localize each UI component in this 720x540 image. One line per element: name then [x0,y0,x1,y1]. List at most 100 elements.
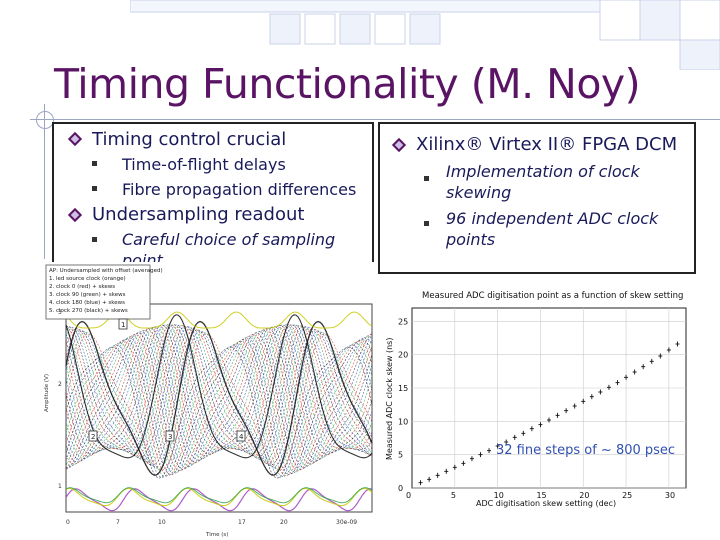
data-point [478,452,483,458]
data-point [555,412,560,418]
data-point [606,384,611,390]
square-bullet-icon [92,161,97,166]
x-tick: 7 [116,519,120,526]
chart-ticks: 5 10 15 20 25 30 0 5 10 15 20 25 0 [398,317,675,500]
x-tick-label: 10 [494,491,504,500]
scope-trace [65,332,373,470]
decorative-vertical-rule [44,104,45,259]
data-point [529,426,534,432]
y-tick: 1 [58,483,62,490]
y-tick: 2 [58,381,62,388]
scope-trace [65,320,373,476]
data-point [615,380,620,386]
scope-axes-labels: 3 2 1 Amplitude (V) 0 7 10 17 20 30e-09 … [44,309,357,538]
x-tick: 20 [280,519,288,526]
adc-skew-chart: Measured ADC digitisation point as a fun… [380,282,720,540]
sub-bullet-tof: Time-of-flight delays [122,155,286,174]
x-tick: 17 [238,519,246,526]
data-point [675,341,680,347]
x-tick: 10 [158,519,166,526]
oscilloscope-plot: AP: Undersampled with offset (averaged) … [40,262,376,540]
y-axis-label: Amplitude (V) [44,374,50,412]
decorative-grid [130,0,720,70]
data-point [649,358,654,364]
x-tick-label: 30 [665,491,675,500]
sub-bullet-fibre: Fibre propagation differences [122,180,357,199]
scope-trace [65,487,373,507]
chart-background [380,282,720,540]
x-tick: 30e-09 [336,519,357,526]
data-point [452,464,457,470]
bullet-timing-control: Timing control crucial [92,129,287,150]
data-point [547,417,551,423]
data-point [538,422,543,428]
sub-bullet-clock-skewing: Implementation of clock skewing [446,162,640,202]
scope-trace [65,324,373,451]
square-bullet-icon [424,221,429,226]
marker-label: 3 [168,433,172,441]
scope-trace [65,335,373,473]
data-point [512,434,517,440]
data-point [435,472,440,478]
scope-legend: AP: Undersampled with offset (averaged) … [45,264,163,320]
scope-trace [65,324,373,455]
x-tick-label: 25 [622,491,632,500]
marker-label: 1 [121,321,125,329]
data-point [487,448,492,454]
data-point [624,374,629,380]
x-axis-label: Time (s) [205,532,228,538]
scope-trace [65,324,373,454]
data-point [427,476,432,482]
scope-trace [65,487,373,504]
y-tick-label: 10 [398,417,408,426]
x-tick-label: 15 [536,491,546,500]
scope-trace [65,324,373,449]
scope-trace [65,344,373,478]
square-bullet-icon [92,237,97,242]
scope-trace [65,324,373,453]
right-bullet-box: Xilinx® Virtex II® FPGA DCM Implementati… [378,122,696,274]
scope-trace [65,327,373,463]
scope-trace [65,337,373,474]
legend-line: 3. clock 90 (green) + skews [49,292,126,298]
data-point [521,430,526,436]
diamond-bullet-icon [67,131,83,147]
right-heading: Xilinx® Virtex II® FPGA DCM [416,134,678,155]
data-point [564,408,569,414]
chart-annotation: 32 fine steps of ~ 800 psec [496,443,675,458]
scope-trace [65,329,373,467]
diamond-bullet-icon [67,207,83,223]
x-origin-label: 0 [406,491,411,500]
data-point [658,353,663,359]
x-tick-label: 5 [451,491,456,500]
y-tick-label: 25 [398,317,408,326]
scope-trace [65,334,373,472]
y-tick-label: 20 [398,351,408,360]
scope-trace [65,329,373,466]
square-bullet-icon [92,186,97,191]
chart-gridlines [411,307,687,489]
data-point [461,460,466,466]
chart-xlabel: ADC digitisation skew setting (dec) [476,499,616,508]
scope-trace [65,333,373,471]
y-tick-label: 5 [398,451,403,460]
marker-boxes: 1 2 3 4 [88,318,246,442]
scope-trace [65,328,373,464]
y-tick: 3 [58,309,62,316]
scope-trace [65,339,373,475]
data-point [581,398,586,404]
scope-trace [65,325,373,458]
diamond-bullet-icon [391,137,407,153]
y-tick-label: 0 [398,484,403,493]
sub-bullet-adc-points: 96 independent ADC clock points [446,209,659,249]
scope-trace [65,327,373,462]
scope-trace [65,332,373,469]
x-tick-label: 20 [579,491,589,500]
scope-trace [65,314,373,459]
data-point [666,347,671,353]
data-point [598,389,603,395]
square-bullet-icon [424,176,429,181]
data-point [418,480,423,486]
slide-title: Timing Functionality (M. Noy) [54,60,641,108]
legend-line: 2. clock 0 (red) + skews [49,284,115,290]
